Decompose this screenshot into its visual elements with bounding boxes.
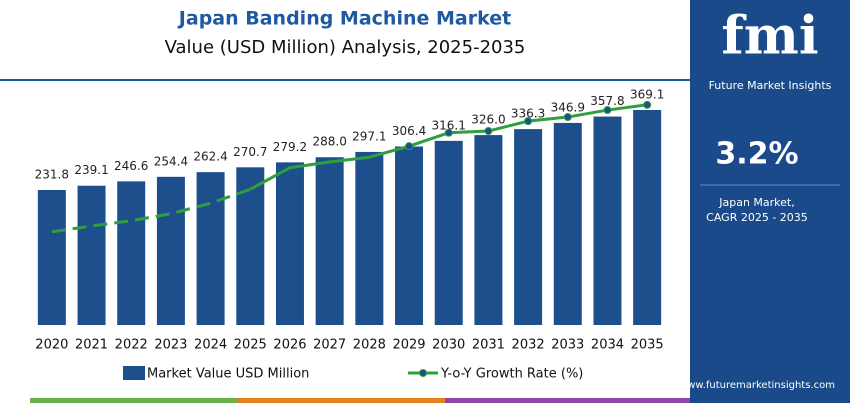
bar xyxy=(514,129,543,325)
bar xyxy=(593,116,622,325)
value-label: 306.4 xyxy=(392,124,426,138)
line-marker xyxy=(643,100,652,109)
bar xyxy=(315,157,344,325)
url: www.futuremarketinsights.com xyxy=(679,380,835,391)
bar xyxy=(275,162,304,325)
chart-title: Japan Banding Machine Market xyxy=(177,8,511,30)
line-marker xyxy=(603,106,612,115)
x-tick-label: 2030 xyxy=(432,338,465,353)
value-label: 346.9 xyxy=(551,100,585,114)
x-tick-label: 2032 xyxy=(512,338,545,353)
bar xyxy=(434,140,463,325)
x-tick-label: 2031 xyxy=(472,338,505,353)
line xyxy=(51,187,251,234)
sidebar xyxy=(690,0,850,403)
x-tick-label: 2026 xyxy=(273,338,306,353)
value-label: 279.2 xyxy=(273,140,307,154)
legend-label: Market Value USD Million xyxy=(147,367,309,382)
value-label: 231.8 xyxy=(35,167,69,181)
value-label: 357.8 xyxy=(590,94,624,108)
x-tick-label: 2020 xyxy=(35,338,68,353)
x-tick-label: 2025 xyxy=(234,338,267,353)
bar xyxy=(37,189,66,325)
footer-strip xyxy=(445,398,690,403)
value-label: 326.0 xyxy=(471,113,505,127)
x-tick-label: 2021 xyxy=(75,338,108,353)
legend-label: Y-o-Y Growth Rate (%) xyxy=(440,367,583,382)
value-label: 270.7 xyxy=(233,145,267,159)
cagr-label: CAGR 2025 - 2035 xyxy=(706,211,808,224)
bar xyxy=(474,135,503,325)
cagr-label: Japan Market, xyxy=(718,196,795,209)
legend-swatch xyxy=(419,369,427,377)
x-tick-label: 2027 xyxy=(313,338,346,353)
x-tick-label: 2023 xyxy=(154,338,187,353)
x-tick-label: 2035 xyxy=(631,338,664,353)
x-tick-label: 2029 xyxy=(392,338,425,353)
bar xyxy=(196,172,225,325)
footer-strip xyxy=(30,398,238,403)
x-tick-label: 2022 xyxy=(115,338,148,353)
value-label: 316.1 xyxy=(432,118,466,132)
x-tick-label: 2028 xyxy=(353,338,386,353)
brand: Future Market Insights xyxy=(709,79,832,92)
bar xyxy=(553,122,582,325)
value-label: 262.4 xyxy=(193,150,227,164)
x-tick-label: 2033 xyxy=(551,338,584,353)
chart-subtitle: Value (USD Million) Analysis, 2025-2035 xyxy=(165,37,526,58)
value-label: 369.1 xyxy=(630,87,664,101)
x-tick-label: 2024 xyxy=(194,338,227,353)
x-tick-label: 2034 xyxy=(591,338,624,353)
value-label: 297.1 xyxy=(352,129,386,143)
value-label: 254.4 xyxy=(154,154,188,168)
line-marker xyxy=(444,128,453,137)
bar xyxy=(395,146,424,325)
logo: fmi xyxy=(721,6,818,67)
bar xyxy=(236,167,265,325)
value-label: 288.0 xyxy=(312,135,346,149)
value-label: 246.6 xyxy=(114,159,148,173)
line-marker xyxy=(524,117,533,126)
bar xyxy=(355,151,384,325)
value-label: 336.3 xyxy=(511,107,545,121)
value-label: 239.1 xyxy=(74,163,108,177)
footer-strip xyxy=(238,398,445,403)
line-marker xyxy=(484,127,493,136)
legend-swatch xyxy=(123,366,145,380)
bar xyxy=(117,181,146,325)
bar xyxy=(77,185,106,325)
cagr-value: 3.2% xyxy=(715,137,798,172)
bar xyxy=(633,109,662,325)
line-marker xyxy=(405,142,414,151)
line-marker xyxy=(563,113,572,122)
bar xyxy=(156,176,185,325)
